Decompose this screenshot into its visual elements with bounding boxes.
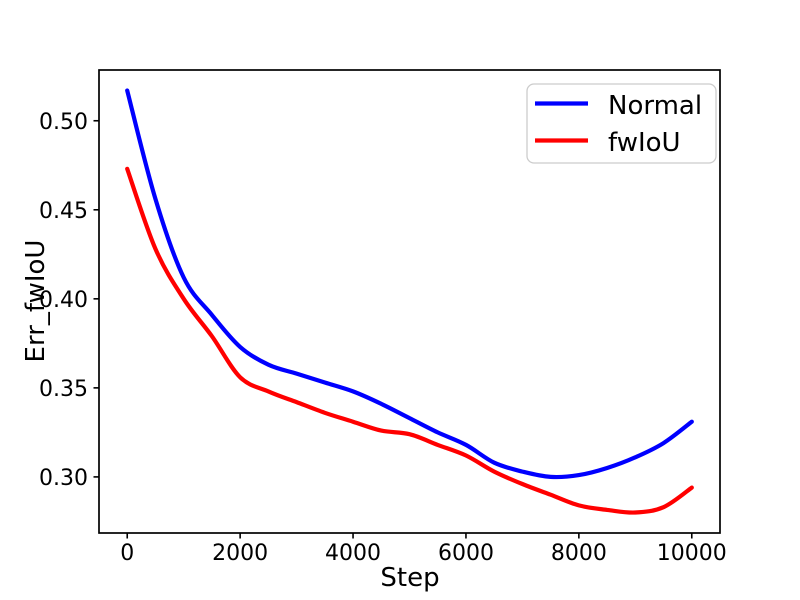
x-tick-label: 4000: [325, 541, 381, 566]
y-tick-label: 0.35: [39, 377, 88, 402]
x-tick-label: 8000: [551, 541, 607, 566]
legend: Normal fwIoU: [526, 83, 717, 164]
legend-label-normal: Normal: [608, 91, 702, 121]
x-tick-label: 6000: [438, 541, 494, 566]
y-tick-label: 0.30: [39, 466, 88, 491]
x-tick-label: 10000: [657, 541, 727, 566]
plot-area: 0 2000 4000 6000 8000 10000 0.30 0.35 0.40 0.45 0.…: [39, 88, 727, 566]
series-line-normal: [125, 88, 694, 480]
x-axis-label: Step: [380, 563, 439, 593]
x-tick-label: 0: [120, 541, 134, 566]
y-axis-label: Err_fwIoU: [21, 240, 51, 363]
y-tick-label: 0.50: [39, 110, 88, 135]
x-tick-label: 2000: [212, 541, 268, 566]
legend-label-fwiou: fwIoU: [608, 128, 681, 158]
axes-frame: [98, 69, 721, 534]
y-tick-label: 0.45: [39, 199, 88, 224]
y-tick-label: 0.40: [39, 288, 88, 313]
series-line-fwiou: [125, 166, 694, 515]
